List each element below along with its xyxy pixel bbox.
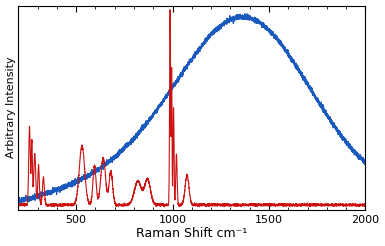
- X-axis label: Raman Shift cm⁻¹: Raman Shift cm⁻¹: [136, 228, 248, 240]
- Y-axis label: Arbitrary Intensity: Arbitrary Intensity: [5, 57, 15, 158]
